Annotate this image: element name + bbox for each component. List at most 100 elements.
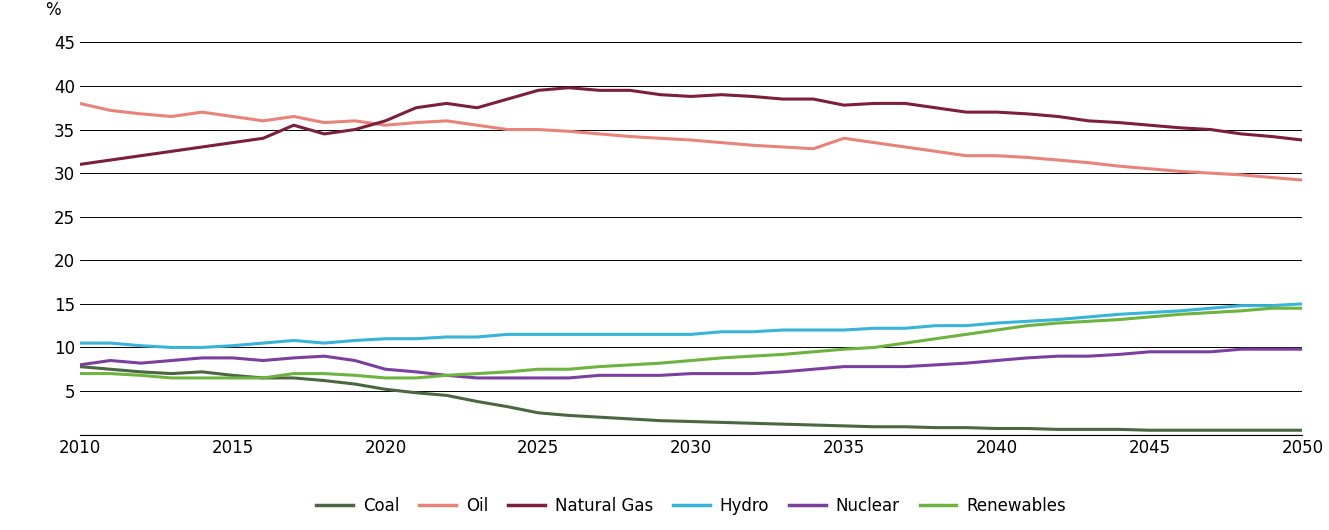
Coal xyxy=(775,421,791,427)
Coal xyxy=(897,423,913,430)
Renewables xyxy=(561,366,577,373)
Coal xyxy=(561,412,577,419)
Natural Gas xyxy=(897,100,913,107)
Natural Gas xyxy=(194,144,210,150)
Natural Gas xyxy=(775,96,791,102)
Natural Gas xyxy=(133,153,149,159)
Coal xyxy=(225,372,241,378)
Nuclear xyxy=(1172,349,1188,355)
Coal xyxy=(1294,427,1310,434)
Hydro xyxy=(500,331,516,338)
Hydro xyxy=(1233,303,1249,309)
Oil xyxy=(622,134,638,140)
Natural Gas xyxy=(744,93,760,100)
Nuclear xyxy=(622,372,638,378)
Natural Gas xyxy=(1294,137,1310,143)
Nuclear xyxy=(469,375,485,381)
Hydro xyxy=(1080,314,1096,320)
Natural Gas xyxy=(408,104,424,111)
Nuclear xyxy=(591,372,607,378)
Renewables xyxy=(1019,322,1035,329)
Hydro xyxy=(897,325,913,331)
Nuclear xyxy=(347,357,363,364)
Hydro xyxy=(194,344,210,351)
Nuclear xyxy=(255,357,271,364)
Oil xyxy=(561,128,577,135)
Hydro xyxy=(469,334,485,340)
Hydro xyxy=(591,331,607,338)
Hydro xyxy=(836,327,852,333)
Oil xyxy=(1172,168,1188,174)
Renewables xyxy=(194,375,210,381)
Nuclear xyxy=(1019,355,1035,361)
Oil xyxy=(439,118,455,124)
Hydro xyxy=(255,340,271,346)
Renewables xyxy=(286,370,302,377)
Hydro xyxy=(928,322,944,329)
Renewables xyxy=(133,372,149,378)
Nuclear xyxy=(1233,346,1249,352)
Oil xyxy=(225,113,241,120)
Oil xyxy=(408,119,424,126)
Natural Gas xyxy=(225,139,241,146)
Coal xyxy=(133,369,149,375)
Hydro xyxy=(72,340,88,346)
Nuclear xyxy=(377,366,393,373)
Hydro xyxy=(316,340,332,346)
Renewables xyxy=(255,375,271,381)
Coal xyxy=(683,418,699,425)
Nuclear xyxy=(439,372,455,378)
Oil xyxy=(377,122,393,128)
Renewables xyxy=(1172,311,1188,317)
Oil xyxy=(989,153,1005,159)
Line: Coal: Coal xyxy=(80,367,1302,430)
Renewables xyxy=(316,370,332,377)
Renewables xyxy=(225,375,241,381)
Coal xyxy=(989,425,1005,431)
Natural Gas xyxy=(836,102,852,108)
Natural Gas xyxy=(1080,118,1096,124)
Renewables xyxy=(897,340,913,346)
Oil xyxy=(163,113,179,120)
Nuclear xyxy=(194,355,210,361)
Oil xyxy=(836,135,852,142)
Oil xyxy=(744,142,760,148)
Renewables xyxy=(1050,320,1066,326)
Renewables xyxy=(622,361,638,368)
Oil xyxy=(194,109,210,116)
Natural Gas xyxy=(439,100,455,107)
Oil xyxy=(500,126,516,132)
Renewables xyxy=(1142,314,1158,320)
Oil xyxy=(1050,157,1066,163)
Coal xyxy=(163,370,179,377)
Nuclear xyxy=(133,360,149,366)
Renewables xyxy=(408,375,424,381)
Text: %: % xyxy=(45,1,61,19)
Oil xyxy=(1264,174,1280,181)
Hydro xyxy=(653,331,668,338)
Renewables xyxy=(1080,318,1096,324)
Renewables xyxy=(867,344,882,351)
Nuclear xyxy=(1050,353,1066,359)
Oil xyxy=(72,100,88,107)
Oil xyxy=(1294,177,1310,183)
Hydro xyxy=(1050,316,1066,323)
Nuclear xyxy=(867,364,882,370)
Natural Gas xyxy=(1019,111,1035,117)
Coal xyxy=(622,416,638,422)
Oil xyxy=(1142,165,1158,172)
Renewables xyxy=(1233,307,1249,314)
Coal xyxy=(255,375,271,381)
Natural Gas xyxy=(1233,131,1249,137)
Hydro xyxy=(347,337,363,343)
Coal xyxy=(744,420,760,427)
Nuclear xyxy=(744,370,760,377)
Nuclear xyxy=(561,375,577,381)
Renewables xyxy=(653,360,668,366)
Renewables xyxy=(989,327,1005,333)
Nuclear xyxy=(958,360,974,366)
Nuclear xyxy=(225,355,241,361)
Natural Gas xyxy=(1264,134,1280,140)
Oil xyxy=(1019,154,1035,161)
Oil xyxy=(775,144,791,150)
